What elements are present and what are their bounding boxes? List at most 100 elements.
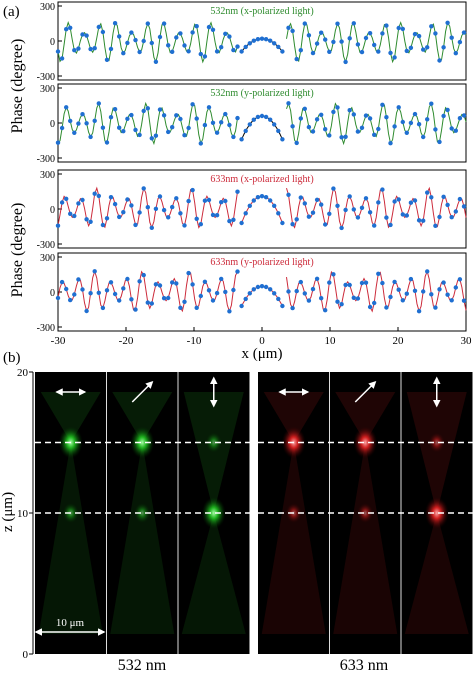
phase-marker <box>347 36 352 41</box>
phase-marker <box>276 296 281 302</box>
phase-marker <box>243 211 248 216</box>
phase-marker <box>396 197 401 202</box>
phase-marker <box>161 296 167 301</box>
phase-marker <box>174 281 179 286</box>
phase-marker <box>76 121 81 126</box>
phase-marker <box>76 277 81 282</box>
phase-marker <box>306 124 312 130</box>
phase-marker <box>206 105 212 110</box>
phase-marker <box>268 117 273 122</box>
phase-marker <box>96 193 102 199</box>
phase-marker <box>178 116 183 122</box>
phase-marker <box>247 291 252 296</box>
ytick-label: -300 <box>37 323 55 334</box>
phase-marker <box>137 279 142 284</box>
phase-marker <box>186 198 191 204</box>
ytick-label: 0 <box>50 205 55 216</box>
phase-marker <box>298 279 303 285</box>
phase-marker <box>449 298 454 303</box>
phase-marker <box>100 222 106 228</box>
phase-marker <box>149 301 154 306</box>
phase-marker <box>280 220 285 226</box>
phase-marker <box>210 212 216 218</box>
phase-marker <box>68 118 73 124</box>
phase-marker <box>351 207 356 212</box>
focal-spot <box>134 503 151 523</box>
phase-marker <box>198 293 203 299</box>
phase-marker <box>108 195 114 200</box>
phase-marker <box>445 107 450 113</box>
phase-marker <box>121 51 126 56</box>
phase-marker <box>231 217 236 222</box>
phase-marker <box>453 51 458 56</box>
phase-marker <box>263 37 269 42</box>
phase-marker <box>380 102 385 108</box>
phase-marker <box>125 197 130 202</box>
phase-ylabel-bottom: Phase (degree) <box>9 203 26 298</box>
phase-marker <box>186 125 191 131</box>
phase-marker <box>272 291 277 296</box>
phase-marker <box>259 194 265 199</box>
ytick-label: 300 <box>40 84 55 95</box>
phase-marker <box>206 197 212 203</box>
phase-marker <box>449 215 454 220</box>
phase-marker <box>461 30 467 35</box>
phase-marker <box>149 136 154 141</box>
phase-marker <box>145 205 150 210</box>
phase-marker <box>63 27 69 32</box>
phase-marker <box>290 124 295 129</box>
phase-marker <box>363 196 369 201</box>
phase-marker <box>223 289 228 295</box>
phase-marker <box>404 48 409 54</box>
phase-marker <box>129 203 134 208</box>
focal-spot <box>353 426 378 459</box>
phase-marker <box>55 223 61 228</box>
phase-marker <box>437 139 442 145</box>
phase-marker <box>239 49 244 54</box>
phase-marker <box>194 116 199 121</box>
phase-marker <box>170 125 175 130</box>
ytick-label: 0 <box>50 37 55 48</box>
phase-marker <box>429 292 434 297</box>
phase-marker <box>198 51 203 57</box>
phase-marker <box>372 42 377 48</box>
phase-marker <box>92 191 97 196</box>
phase-marker <box>416 33 422 39</box>
phase-marker <box>355 296 361 301</box>
phase-marker <box>145 300 150 305</box>
phase-marker <box>421 47 426 52</box>
phase-marker <box>290 28 295 34</box>
phase-marker <box>457 116 463 121</box>
phase-marker <box>367 210 373 215</box>
phase-marker <box>72 292 77 297</box>
phase-marker <box>276 128 281 134</box>
phase-marker <box>141 108 146 114</box>
phase-marker <box>384 115 389 120</box>
phase-marker <box>367 31 373 36</box>
phase-marker <box>166 43 171 48</box>
phase-marker <box>166 129 171 135</box>
phase-marker <box>92 269 97 274</box>
phase-marker <box>367 304 373 310</box>
phase-marker <box>343 207 348 213</box>
phase-marker <box>202 198 208 203</box>
phase-marker <box>178 211 183 216</box>
light-cone <box>261 442 326 634</box>
phase-marker <box>367 116 373 121</box>
phase-marker <box>157 107 163 112</box>
phase-marker <box>194 305 199 310</box>
phase-marker <box>153 59 159 64</box>
phase-marker <box>335 203 340 208</box>
phase-marker <box>272 122 277 127</box>
phase-marker <box>214 213 220 218</box>
field-maps: 20 10 0 10 μm <box>17 367 473 661</box>
phase-marker <box>392 279 397 285</box>
phase-marker <box>121 210 126 215</box>
ztick-label: 10 <box>17 508 29 520</box>
phase-marker <box>190 102 195 107</box>
phase-marker <box>63 105 69 110</box>
phase-marker <box>457 277 463 282</box>
phase-marker <box>416 122 422 127</box>
phase-marker <box>323 308 328 313</box>
phase-marker <box>272 203 277 208</box>
